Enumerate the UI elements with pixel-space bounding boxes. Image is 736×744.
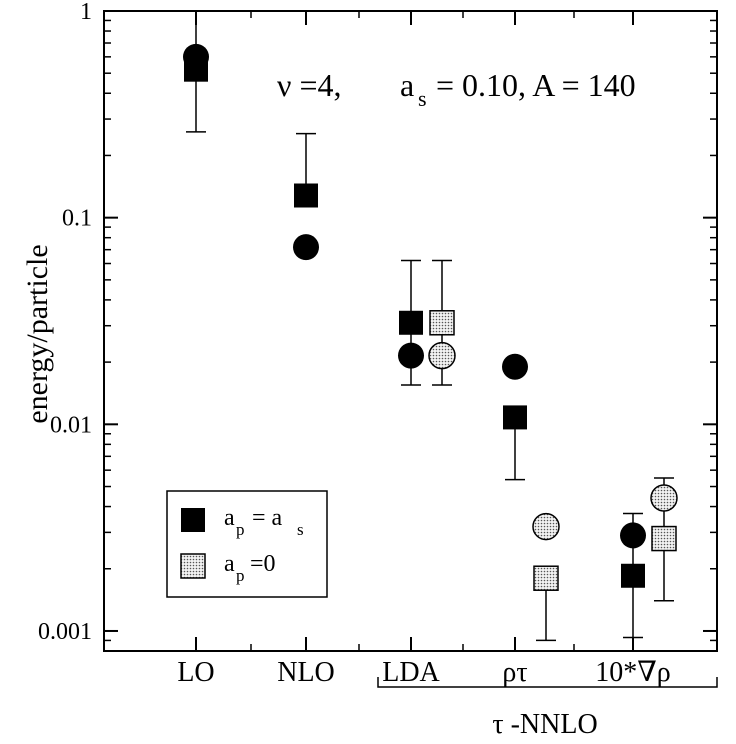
- y-tick-label: 0.001: [38, 619, 92, 645]
- annotation-nu: ν =4,: [277, 67, 342, 103]
- legend-label-1-sub2: s: [297, 520, 304, 539]
- parameters-annotation: ν =4, a s = 0.10, A = 140: [277, 67, 636, 111]
- black-square-marker: [399, 310, 423, 335]
- y-tick-label: 0.01: [50, 412, 92, 438]
- x-category-label: LO: [177, 657, 214, 688]
- legend-label-1-mid: = a: [252, 505, 283, 531]
- legend-label-1-sub1: p: [236, 520, 245, 539]
- x-category-label: 10*∇ρ: [595, 657, 671, 688]
- stippled-square-marker: [651, 525, 677, 552]
- y-axis-label: energy/particle: [21, 244, 54, 423]
- nnlo-bracket-label: τ -NNLO: [492, 709, 597, 740]
- black-circle-marker: [502, 353, 528, 380]
- x-category-labels: LO NLO LDA ρτ 10*∇ρ: [177, 657, 670, 688]
- legend-label-1-a: a: [224, 505, 235, 531]
- legend-marker-black-square: [181, 508, 205, 532]
- black-circle-marker: [620, 522, 646, 549]
- legend-label-2-rest: =0: [250, 551, 276, 577]
- stippled-square-marker: [429, 310, 455, 336]
- black-circle-marker: [183, 43, 209, 70]
- legend-label-2-a: a: [224, 551, 235, 577]
- y-tick-label: 1: [80, 0, 92, 25]
- stippled-circle-marker: [650, 484, 678, 512]
- legend-marker-stippled-square: [180, 553, 206, 579]
- x-category-label: ρτ: [502, 657, 527, 688]
- data-markers: [183, 43, 678, 591]
- black-circle-marker: [398, 342, 424, 369]
- legend-label-2-sub: p: [236, 566, 245, 585]
- stippled-square-marker: [533, 565, 559, 591]
- legend-box: [166, 490, 328, 598]
- nnlo-bracket: [377, 677, 718, 688]
- stippled-circle-marker: [532, 512, 560, 541]
- x-category-label: NLO: [277, 657, 335, 688]
- stippled-circle-marker: [428, 341, 456, 370]
- legend: a p = a s a p =0: [166, 490, 328, 598]
- annotation-as: a: [400, 67, 414, 103]
- x-category-label: LDA: [382, 657, 440, 688]
- black-square-marker: [294, 183, 318, 208]
- black-square-marker: [621, 563, 645, 588]
- annotation-as-sub: s: [418, 86, 427, 111]
- black-circle-marker: [293, 234, 319, 261]
- axis-ticks: [104, 10, 717, 652]
- black-square-marker: [503, 405, 527, 430]
- y-tick-labels: 0.001 0.01 0.1 1: [38, 0, 92, 645]
- annotation-rest: = 0.10, A = 140: [436, 67, 636, 103]
- y-tick-label: 0.1: [62, 206, 92, 232]
